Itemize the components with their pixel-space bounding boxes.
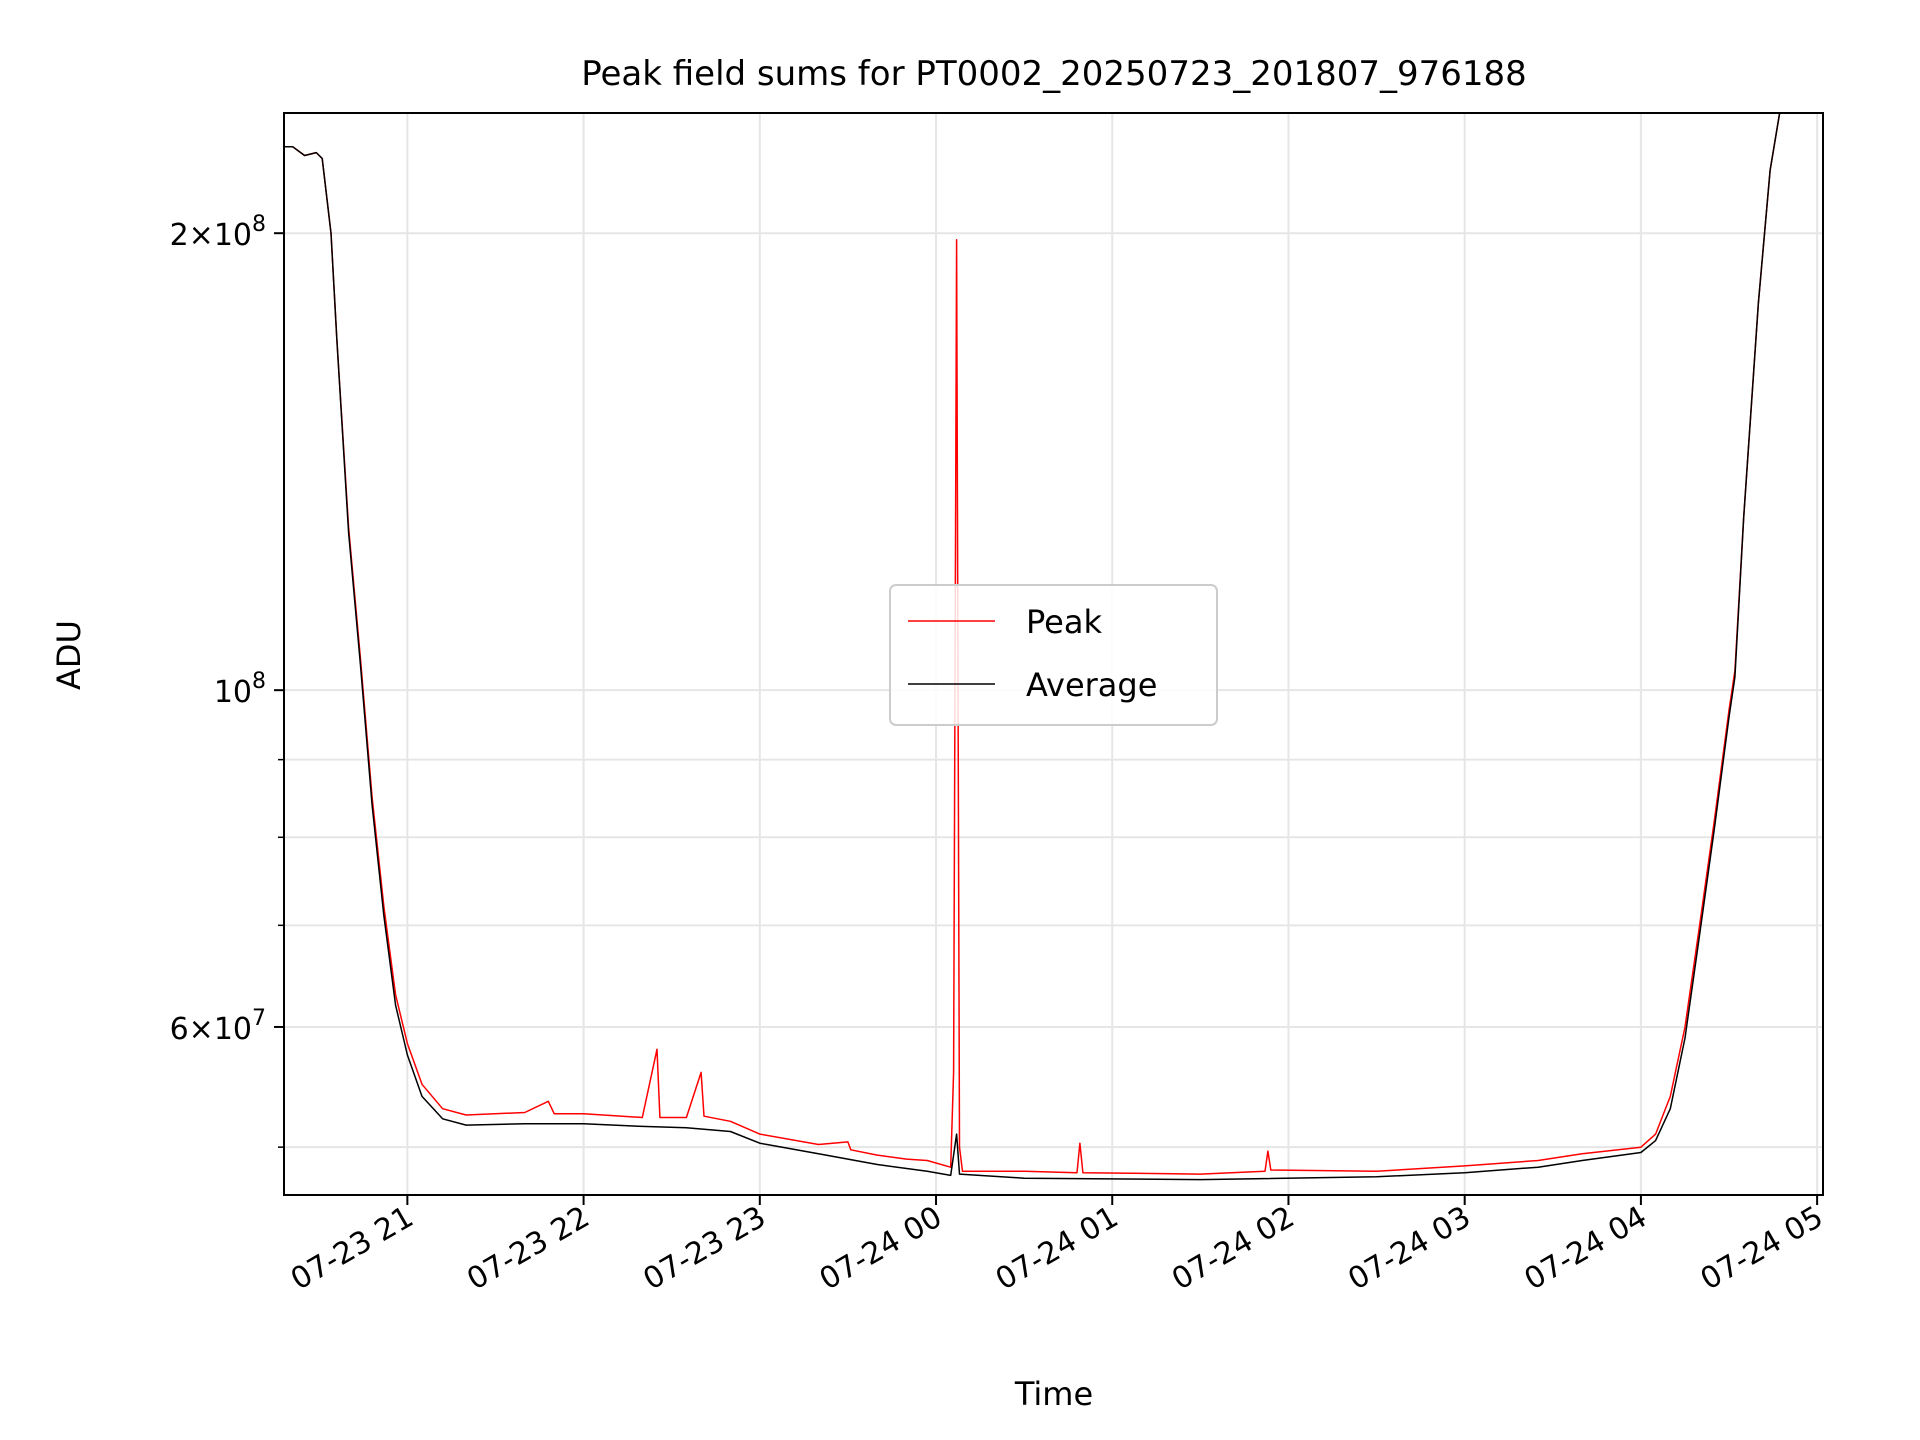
series-layer <box>284 113 1781 1181</box>
series-line-average <box>284 113 1781 1181</box>
chart-title: Peak field sums for PT0002_20250723_2018… <box>581 54 1527 94</box>
y-axis-label: ADU <box>50 620 88 690</box>
y-tick-label: 2×108 <box>170 212 266 253</box>
legend-box <box>889 584 1218 726</box>
y-tick-label: 108 <box>214 669 266 710</box>
legend-label-average: Average <box>1026 666 1157 704</box>
y-tick-label: 6×107 <box>170 1006 266 1047</box>
legend: Peak Average <box>889 584 1218 726</box>
series-line-peak <box>284 113 1781 1175</box>
legend-label-peak: Peak <box>1026 603 1102 641</box>
x-axis-label: Time <box>1014 1375 1093 1413</box>
plot-frame <box>283 112 1824 1196</box>
